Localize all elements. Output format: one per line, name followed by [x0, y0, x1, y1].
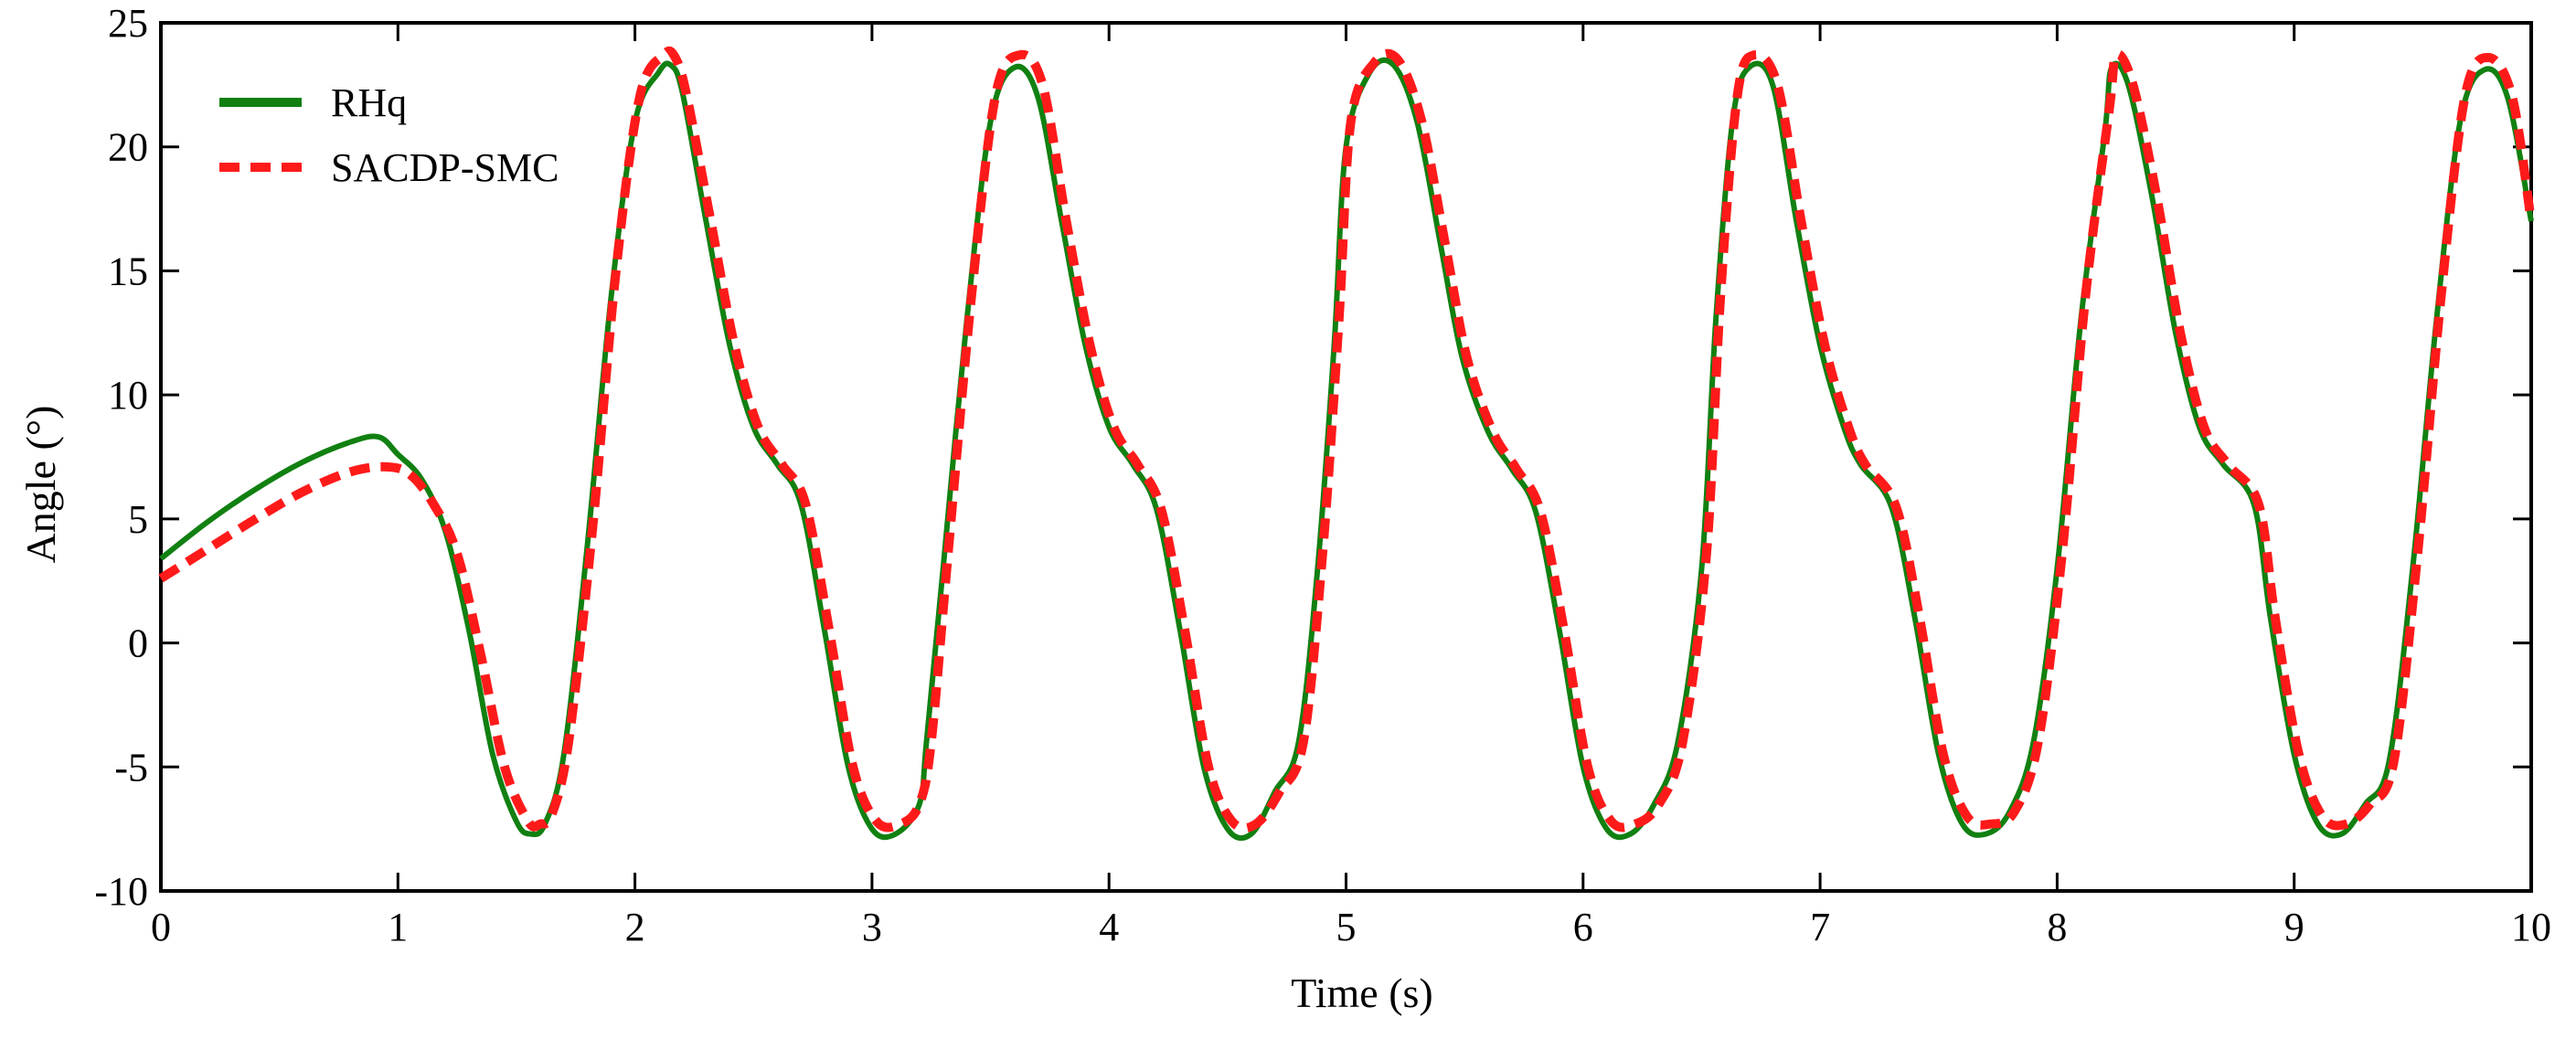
- x-tick-label: 10: [2511, 905, 2551, 949]
- y-tick-label: 5: [128, 497, 148, 542]
- y-tick-label: 20: [108, 125, 148, 170]
- legend: RHq SACDP-SMC: [219, 80, 559, 190]
- series-layer: [158, 46, 2536, 842]
- legend-label-sacdp-smc: SACDP-SMC: [331, 145, 559, 190]
- x-tick-label: 1: [388, 905, 408, 949]
- y-tick-label: 10: [108, 373, 148, 418]
- x-tick-label: 4: [1099, 905, 1119, 949]
- y-tick-label: 25: [108, 1, 148, 46]
- x-axis-label: Time (s): [1291, 970, 1433, 1016]
- y-tick-label: -10: [94, 869, 148, 914]
- y-axis-ticks: -10 -5 0 5 10 15 20 25: [94, 1, 2531, 914]
- y-axis-label: Angle (°): [17, 406, 64, 564]
- x-tick-label: 2: [625, 905, 645, 949]
- y-tick-label: -5: [114, 745, 148, 790]
- x-tick-label: 3: [862, 905, 882, 949]
- x-tick-label: 0: [151, 905, 171, 949]
- legend-label-rhq: RHq: [331, 80, 407, 125]
- x-tick-label: 9: [2284, 905, 2305, 949]
- x-axis-ticks: 0 1 2 3 4 5 6 7 8 9 10: [151, 23, 2551, 949]
- x-tick-label: 6: [1573, 905, 1593, 949]
- x-tick-label: 7: [1810, 905, 1830, 949]
- y-tick-label: 0: [128, 621, 148, 666]
- series-line-sacdp-smc: [158, 46, 2536, 833]
- x-tick-label: 5: [1336, 905, 1357, 949]
- x-tick-label: 8: [2047, 905, 2067, 949]
- y-tick-label: 15: [108, 249, 148, 293]
